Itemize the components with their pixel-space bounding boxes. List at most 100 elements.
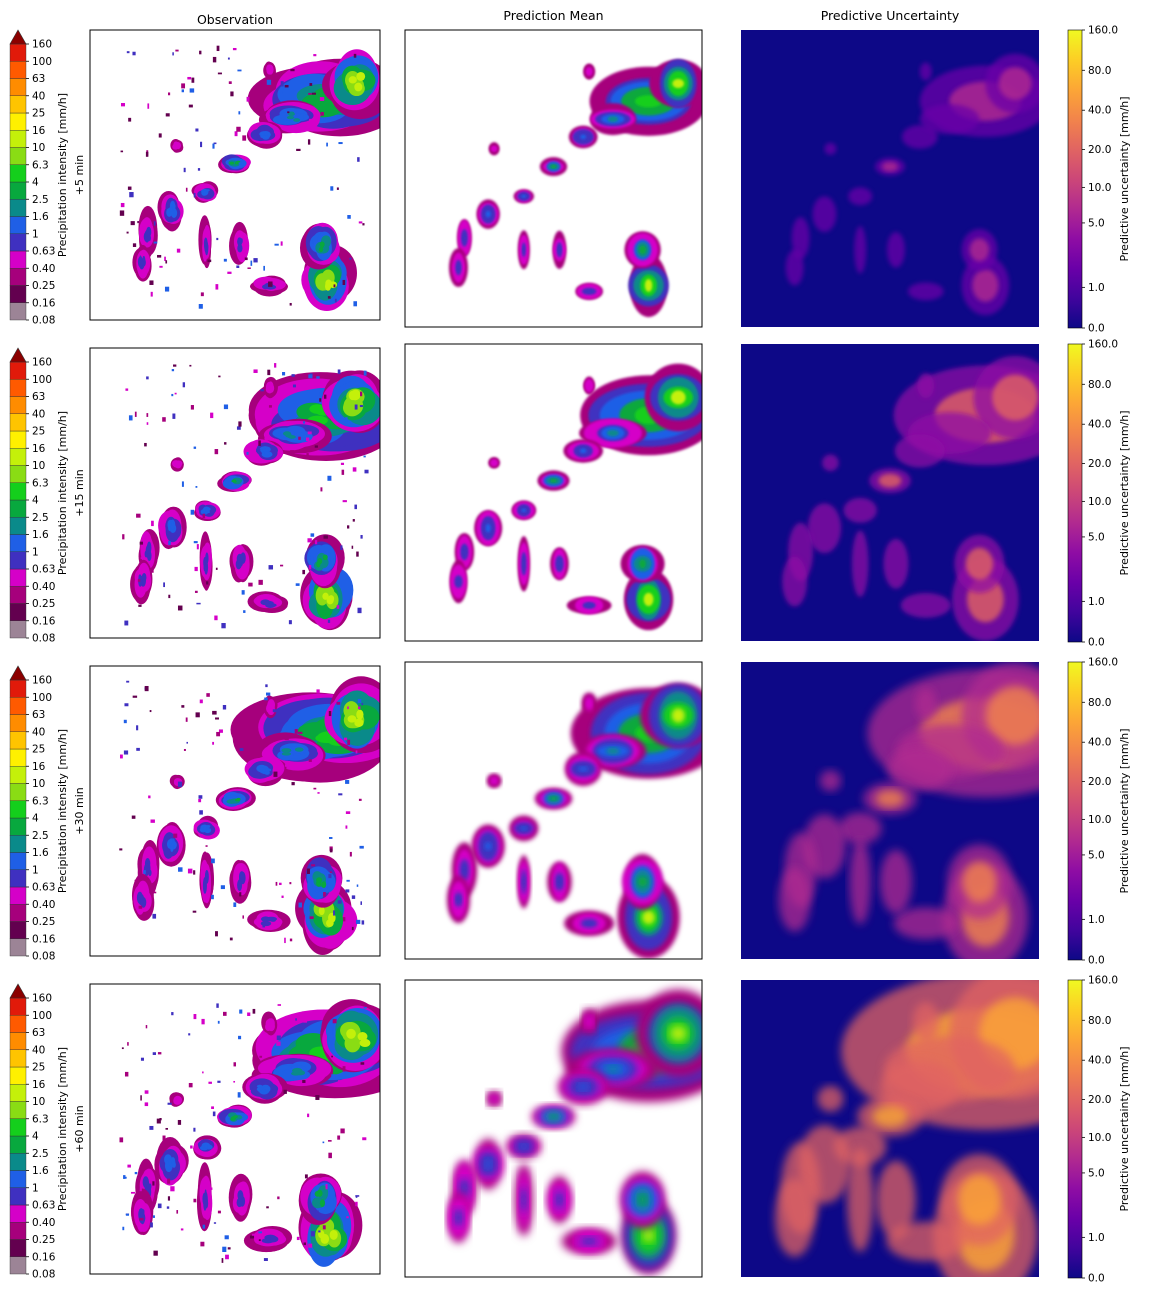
rain-speckle — [145, 151, 149, 157]
rain-cell — [207, 828, 212, 831]
rain-speckle — [308, 374, 313, 379]
rain-cell — [265, 1235, 271, 1238]
intensity-colorbar: 0.08 0.16 0.25 0.40 0.63 1 1.6 2.5 4 6.3 10 16 25 40 6… — [9, 983, 86, 1281]
colorbar-tick-label: 6.3 — [32, 1113, 49, 1125]
rain-speckle — [146, 422, 149, 425]
rain-speckle — [319, 97, 325, 101]
rain-speckle — [290, 450, 295, 454]
uncertainty-cell — [848, 187, 873, 206]
rain-speckle — [150, 1222, 153, 1228]
colorbar-tick-label: 0.25 — [32, 280, 55, 292]
colorbar-segment — [9, 997, 27, 1016]
colorbar-tick-label: 0.63 — [32, 882, 55, 894]
rain-speckle — [140, 557, 145, 559]
rain-cell — [578, 766, 589, 772]
rain-speckle — [345, 889, 350, 893]
colorbar-segment — [9, 869, 27, 888]
colorbar-segment — [9, 1135, 27, 1154]
rain-speckle — [125, 1213, 129, 1216]
rain-speckle — [268, 281, 273, 287]
rain-cell — [201, 1145, 205, 1148]
observation-panel-frame — [89, 665, 381, 957]
rain-speckle — [280, 81, 284, 87]
rain-speckle — [263, 265, 265, 271]
rain-speckle — [218, 729, 223, 733]
rain-speckle — [188, 1033, 191, 1036]
rain-cell — [348, 76, 357, 84]
rain-speckle — [266, 692, 271, 696]
rain-cell — [328, 595, 335, 603]
rain-speckle — [164, 286, 170, 292]
rain-speckle — [134, 879, 139, 885]
rain-cell — [206, 243, 209, 250]
rain-cell — [315, 585, 329, 606]
rain-cell — [174, 464, 177, 467]
rain-speckle — [283, 1089, 287, 1094]
rain-speckle — [238, 421, 242, 427]
column-title: Prediction Mean — [503, 8, 603, 23]
rain-speckle — [134, 411, 137, 417]
rain-cell — [318, 246, 324, 253]
row-lead-time: +15 min — [73, 469, 86, 516]
rain-speckle — [188, 104, 193, 108]
rain-speckle — [164, 256, 166, 261]
colorbar-segment — [9, 164, 27, 183]
rain-speckle — [360, 1062, 365, 1065]
colorbar-tick-label: 6.3 — [32, 477, 49, 489]
rain-speckle — [338, 1080, 343, 1086]
rain-speckle — [351, 895, 356, 899]
rain-speckle — [189, 88, 195, 93]
rain-speckle — [320, 487, 323, 492]
rain-speckle — [153, 221, 156, 226]
rain-cell — [522, 558, 525, 569]
rain-cell — [237, 1199, 242, 1205]
colorbar-segment — [9, 1084, 27, 1102]
colorbar-tick-label: 4 — [32, 495, 39, 507]
rain-cell — [172, 206, 176, 211]
rain-speckle — [259, 1055, 263, 1058]
rain-speckle — [327, 296, 331, 299]
rain-speckle — [306, 453, 309, 456]
uncertainty-colorbar-tick-label: 20.0 — [1088, 458, 1111, 470]
rain-cell — [456, 578, 461, 585]
rain-speckle — [177, 1119, 182, 1125]
rain-speckle — [188, 1082, 193, 1088]
rain-cell — [140, 894, 144, 901]
rain-speckle — [319, 391, 323, 397]
uncertainty-cell — [812, 196, 837, 232]
uncertainty-core — [972, 269, 999, 302]
rain-speckle — [306, 868, 310, 874]
rain-speckle — [306, 1207, 308, 1210]
rain-cell — [237, 882, 241, 888]
rain-speckle — [230, 91, 234, 97]
rain-speckle — [232, 47, 237, 51]
rain-speckle — [328, 710, 332, 717]
colorbar-segment — [9, 886, 27, 905]
colorbar-segment — [9, 1118, 27, 1137]
rain-cell — [268, 387, 271, 391]
uncertainty-colorbar-tick-label: 5.0 — [1088, 849, 1105, 861]
rain-speckle — [206, 693, 210, 697]
uncertainty-colorbar-label: Predictive uncertainty [mm/h] — [1118, 1046, 1131, 1211]
rain-speckle — [144, 1090, 149, 1094]
rain-cell — [267, 70, 270, 73]
colorbar-segment — [9, 147, 27, 165]
rain-speckle — [265, 684, 268, 688]
rain-speckle — [198, 798, 202, 803]
rain-cell — [485, 523, 491, 533]
rain-speckle — [206, 581, 209, 585]
rain-speckle — [196, 602, 201, 605]
rain-speckle — [355, 1201, 358, 1207]
rain-cell — [271, 603, 277, 607]
uncertainty-cell — [879, 849, 913, 914]
colorbar-tick-label: 2.5 — [32, 830, 49, 842]
rain-cell — [577, 1083, 589, 1091]
uncertainty-cell — [791, 217, 810, 259]
rain-cell — [605, 1065, 620, 1073]
uncertainty-core — [965, 547, 994, 580]
rain-speckle — [192, 910, 197, 913]
rain-speckle — [193, 1127, 196, 1132]
colorbar-segment — [9, 1204, 27, 1223]
rain-speckle — [311, 92, 316, 95]
rain-speckle — [359, 404, 363, 408]
